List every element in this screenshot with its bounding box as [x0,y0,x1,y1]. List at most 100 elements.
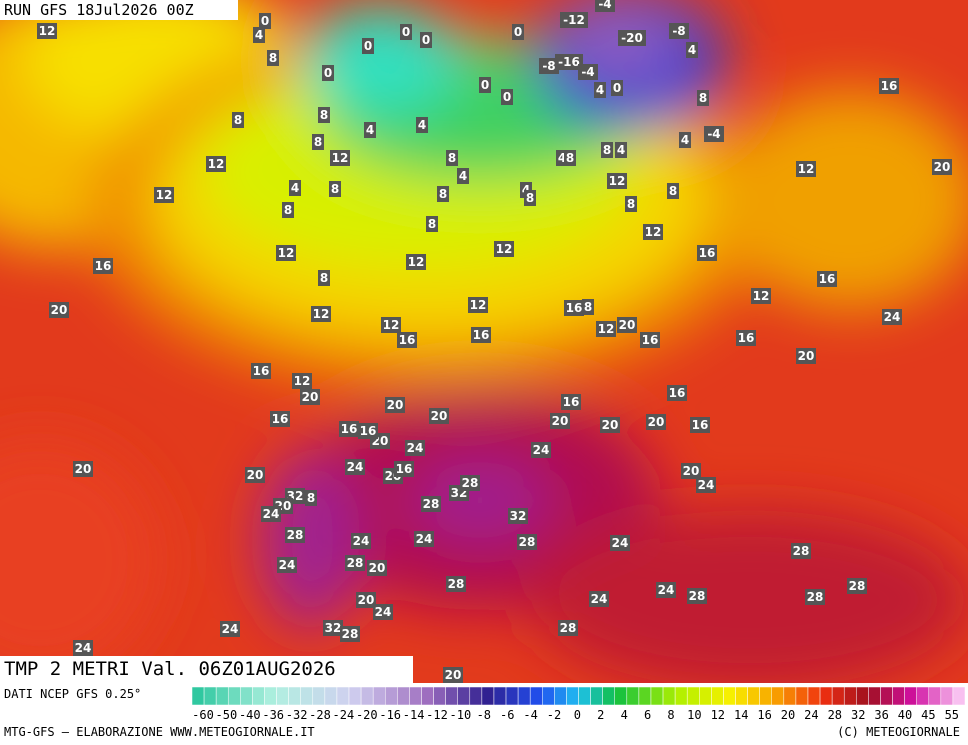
temperature-label: 16 [360,424,377,438]
scale-swatch [723,686,736,706]
temperature-label: 32 [325,621,342,635]
label-box [267,50,279,66]
scale-swatch [276,686,289,706]
temperature-label: 8 [566,151,574,165]
temperature-label: 12 [496,242,513,256]
temperature-label: 16 [819,272,836,286]
scale-swatch [312,686,326,706]
label-box [564,300,584,316]
temperature-label: 12 [408,255,425,269]
label-box [611,80,623,96]
temperature-label: 28 [793,544,810,558]
label-box [494,241,514,257]
temperature-label: 8 [448,151,456,165]
label-box [446,150,458,166]
temperature-label: 20 [75,462,92,476]
temperature-label: -4 [707,127,720,141]
label-box [277,557,297,573]
temperature-label: 0 [481,78,489,92]
label-box [796,161,816,177]
scale-swatch [288,686,301,706]
temperature-label: 8 [669,184,677,198]
scale-label: -36 [262,708,284,722]
label-box [615,142,627,158]
label-box [667,385,687,401]
scale-label: 14 [734,708,748,722]
temperature-label: 16 [399,333,416,347]
scale-swatch [638,686,652,706]
label-box [381,317,401,333]
temperature-label: 0 [402,25,410,39]
temperature-label: 8 [439,187,447,201]
scale-label: 28 [828,708,842,722]
label-box [329,181,341,197]
label-box [318,270,330,286]
label-box [796,348,816,364]
label-box [471,327,491,343]
scale-label: -32 [286,708,308,722]
scale-label: -14 [403,708,425,722]
temperature-label: 28 [342,627,359,641]
label-box [625,196,637,212]
label-box [364,122,376,138]
label-box [429,408,449,424]
label-box [589,591,609,607]
label-box [340,626,360,642]
label-box [681,463,701,479]
temperature-label: 24 [375,605,392,619]
scale-label: 12 [711,708,725,722]
scale-swatch [240,686,253,706]
label-box [385,397,405,413]
scale-swatch [493,686,507,706]
temperature-label: 20 [683,464,700,478]
scale-swatch [264,686,277,706]
label-box [596,321,616,337]
label-box [690,417,710,433]
temperature-label: 16 [272,412,289,426]
scale-label: 8 [667,708,674,722]
label-box [696,477,716,493]
scale-swatch [674,686,688,706]
field-title: TMP 2 METRI Val. 06Z01AUG2026 [0,656,413,683]
label-box [367,560,387,576]
label-box [618,30,646,46]
temperature-label: 20 [358,593,375,607]
scale-swatch [928,686,942,706]
temperature-label: 8 [320,271,328,285]
scale-swatch [807,686,821,706]
temperature-label: 24 [416,532,433,546]
scale-swatch [445,686,458,706]
temperature-label: 16 [341,422,358,436]
temperature-label: 28 [287,528,304,542]
scale-swatch [662,686,676,706]
scale-label: -50 [216,708,238,722]
label-box [414,531,434,547]
scale-swatch [626,686,640,706]
temperature-label: 20 [51,303,68,317]
label-box [322,65,334,81]
temperature-label: 12 [753,289,770,303]
label-box [73,640,93,656]
temperature-label: 24 [591,592,608,606]
temperature-label: 20 [798,349,815,363]
temperature-label: 4 [688,43,696,57]
scale-swatch [397,686,410,706]
label-box [305,490,317,506]
temperature-label: 24 [407,441,424,455]
label-box [594,82,606,98]
temperature-label: 0 [364,39,372,53]
scale-swatch [469,686,483,706]
temperature-label: 16 [881,79,898,93]
label-box [220,621,240,637]
temperature-label: 4 [366,123,374,137]
scale-swatch [843,686,857,706]
scale-label: 55 [945,708,959,722]
temperature-label: 4 [617,143,625,157]
scale-swatch [300,686,314,706]
temperature-label: 4 [418,118,426,132]
scale-swatch [529,686,543,706]
label-box [406,254,426,270]
temperature-label: 16 [738,331,755,345]
label-box [656,582,676,598]
